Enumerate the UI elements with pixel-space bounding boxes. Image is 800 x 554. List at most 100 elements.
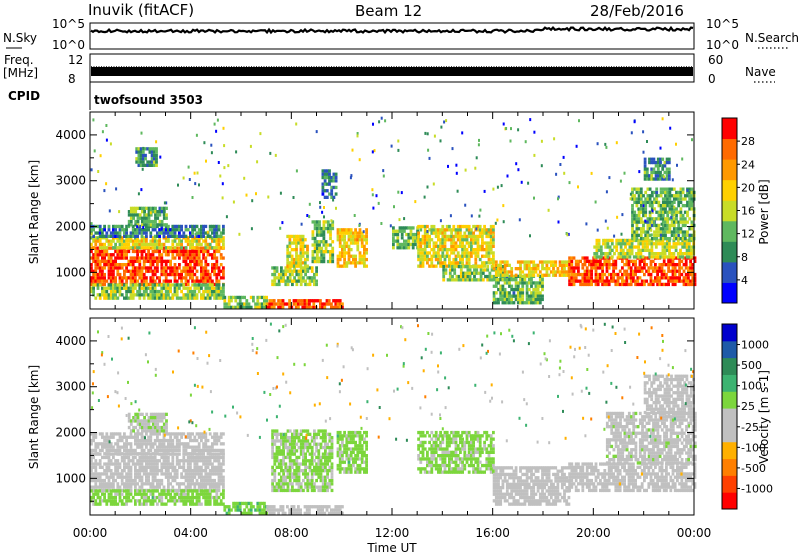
power-cell xyxy=(118,289,122,294)
power-cell xyxy=(105,239,109,243)
velocity-cell xyxy=(142,499,146,503)
power-cell xyxy=(375,194,378,198)
power-cell xyxy=(665,167,669,171)
power-cell xyxy=(311,230,315,234)
power-cell xyxy=(103,242,106,247)
power-cell xyxy=(648,197,652,201)
power-cell xyxy=(673,272,677,277)
velocity-cell xyxy=(96,462,100,466)
power-cell xyxy=(653,207,656,211)
velocity-cell xyxy=(193,435,197,439)
power-cell xyxy=(666,230,670,234)
power-cell xyxy=(118,239,122,243)
velocity-cell xyxy=(151,469,155,473)
power-cell xyxy=(562,155,565,159)
power-cell xyxy=(187,165,190,169)
power-cell xyxy=(644,207,648,211)
power-cell xyxy=(241,305,244,309)
power-cell xyxy=(659,233,662,237)
power-cell xyxy=(129,206,133,210)
power-cell xyxy=(483,248,486,252)
power-cell xyxy=(116,239,120,243)
velocity-cell xyxy=(109,489,113,493)
power-cell xyxy=(120,242,124,247)
velocity-cell xyxy=(129,485,133,489)
power-cell xyxy=(105,234,109,238)
power-cell xyxy=(579,259,582,263)
power-cell xyxy=(680,266,684,270)
power-colorbar-swatch xyxy=(722,200,737,222)
velocity-cell xyxy=(109,445,113,449)
velocity-cell xyxy=(215,438,219,443)
power-cell xyxy=(263,295,266,300)
power-cell xyxy=(670,252,674,256)
velocity-cell xyxy=(125,445,128,449)
power-cell xyxy=(667,157,671,161)
power-cell xyxy=(263,302,266,306)
power-cell xyxy=(107,266,111,270)
power-cell xyxy=(302,276,305,280)
power-cell xyxy=(123,296,126,300)
power-cell xyxy=(392,229,395,233)
velocity-cell xyxy=(162,442,166,446)
power-cell xyxy=(145,216,149,220)
power-cell xyxy=(577,185,579,189)
power-cell xyxy=(628,255,632,259)
power-cell xyxy=(675,217,678,221)
power-cell xyxy=(677,234,680,237)
power-cell xyxy=(292,257,296,262)
power-cell xyxy=(297,234,301,239)
velocity-cell xyxy=(127,489,131,493)
velocity-cell xyxy=(180,475,183,479)
power-cell xyxy=(241,302,244,306)
power-cell xyxy=(295,244,298,248)
power-cell xyxy=(612,276,615,280)
velocity-cell xyxy=(204,469,208,473)
power-cell xyxy=(215,266,219,270)
power-cell xyxy=(182,259,186,263)
power-cell xyxy=(325,299,329,303)
power-cell xyxy=(322,230,326,234)
power-cell xyxy=(476,224,480,229)
power-cell xyxy=(175,224,179,229)
power-cell xyxy=(155,147,158,151)
velocity-cell xyxy=(211,472,214,476)
power-cell xyxy=(315,230,319,234)
power-cell xyxy=(652,157,656,161)
power-cell xyxy=(689,266,692,270)
power-cell xyxy=(681,217,685,221)
power-cell xyxy=(423,234,427,239)
power-cell xyxy=(295,264,298,268)
power-cell xyxy=(127,259,131,263)
power-cell xyxy=(467,257,471,262)
power-cell xyxy=(182,269,186,273)
power-cell xyxy=(211,256,214,260)
velocity-cell xyxy=(197,465,201,469)
power-cell xyxy=(616,279,620,283)
power-cell xyxy=(101,242,104,247)
power-cell xyxy=(534,294,538,298)
power-cell xyxy=(293,279,296,283)
velocity-cell xyxy=(140,448,144,453)
power-cell xyxy=(483,189,486,193)
power-cell xyxy=(414,200,417,204)
power-cell xyxy=(667,177,671,181)
power-cell xyxy=(213,239,216,243)
power-cell xyxy=(158,228,161,232)
power-cell xyxy=(661,197,665,201)
power-cell xyxy=(299,254,303,258)
power-cell xyxy=(321,185,325,190)
power-cell xyxy=(208,279,212,283)
power-cell xyxy=(97,170,100,173)
velocity-cell xyxy=(94,482,98,486)
power-cell xyxy=(499,294,503,298)
power-cell xyxy=(222,224,225,229)
power-cell xyxy=(288,299,291,303)
power-cell xyxy=(136,283,139,287)
power-cell xyxy=(432,228,436,232)
power-cell xyxy=(193,266,197,270)
velocity-cell xyxy=(127,448,131,453)
power-cell xyxy=(215,272,219,277)
power-cell xyxy=(175,283,179,287)
power-cell xyxy=(107,283,111,287)
